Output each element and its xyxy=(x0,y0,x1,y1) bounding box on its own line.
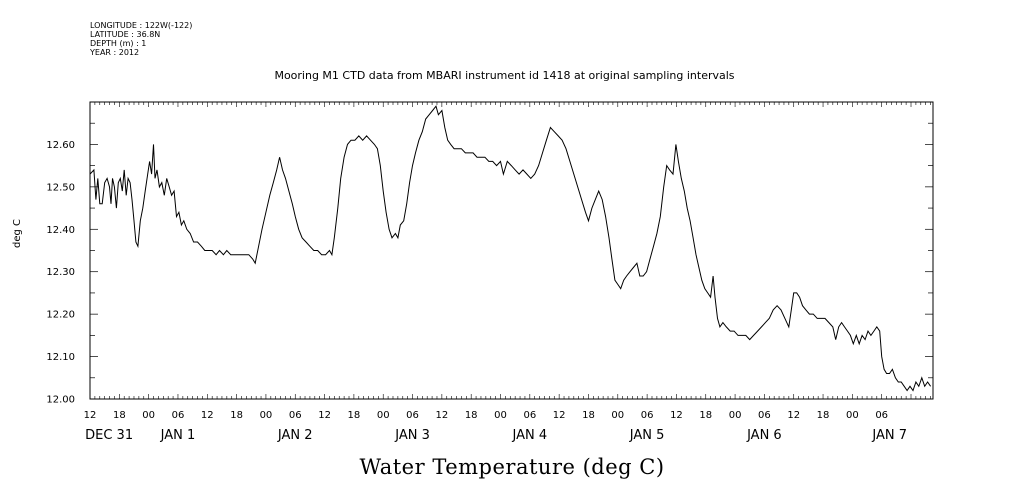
x-day-label: JAN 6 xyxy=(746,428,782,443)
x-day-label: JAN 7 xyxy=(871,428,907,443)
x-tick-label: 06 xyxy=(758,410,771,421)
x-tick-label: 12 xyxy=(435,410,448,421)
x-tick-label: 18 xyxy=(465,410,478,421)
x-tick-label: 00 xyxy=(611,410,624,421)
x-tick-label: 12 xyxy=(84,410,97,421)
x-tick-label: 12 xyxy=(201,410,214,421)
plot-frame xyxy=(89,101,934,400)
meta-year: YEAR : 2012 xyxy=(90,48,140,57)
x-tick-label: 06 xyxy=(289,410,302,421)
y-tick-label: 12.30 xyxy=(46,267,75,278)
x-tick-label: 06 xyxy=(641,410,654,421)
y-tick-label: 12.50 xyxy=(46,182,75,193)
x-day-label: JAN 2 xyxy=(277,428,313,443)
x-tick-label: 00 xyxy=(377,410,390,421)
x-day-label: JAN 5 xyxy=(629,428,665,443)
x-day-label: JAN 1 xyxy=(160,428,196,443)
x-tick-label: 18 xyxy=(582,410,595,421)
x-tick-label: 00 xyxy=(846,410,859,421)
x-tick-label: 18 xyxy=(699,410,712,421)
y-tick-label: 12.10 xyxy=(46,352,75,363)
x-tick-label: 00 xyxy=(729,410,742,421)
y-tick-label: 12.40 xyxy=(46,225,75,236)
x-tick-label: 06 xyxy=(406,410,419,421)
tick-labels: 12.00 12.10 12.20 12.30 12.40 12.50 12.60 12 18 0… xyxy=(46,140,907,443)
meta-longitude: LONGITUDE : 122W(-122) xyxy=(90,21,193,30)
chart-title: Mooring M1 CTD data from MBARI instrumen… xyxy=(274,69,735,82)
x-tick-label: 00 xyxy=(260,410,273,421)
x-tick-label: 12 xyxy=(670,410,683,421)
x-day-label: DEC 31 xyxy=(85,428,133,443)
chart-caption: Water Temperature (deg C) xyxy=(359,455,665,479)
x-day-label: JAN 4 xyxy=(512,428,548,443)
x-day-label: JAN 3 xyxy=(394,428,430,443)
x-tick-label: 18 xyxy=(817,410,830,421)
x-tick-label: 00 xyxy=(142,410,155,421)
x-tick-label: 18 xyxy=(230,410,243,421)
temperature-line xyxy=(89,105,932,392)
x-tick-label: 06 xyxy=(523,410,536,421)
y-tick-label: 12.60 xyxy=(46,140,75,151)
meta-latitude: LATITUDE : 36.8N xyxy=(90,30,161,39)
x-tick-label: 18 xyxy=(348,410,361,421)
axes xyxy=(89,101,934,400)
x-tick-label: 12 xyxy=(553,410,566,421)
metadata-block: LONGITUDE : 122W(-122) LATITUDE : 36.8N … xyxy=(90,21,192,57)
y-tick-label: 12.00 xyxy=(46,395,75,406)
x-tick-label: 00 xyxy=(494,410,507,421)
x-tick-label: 06 xyxy=(172,410,185,421)
x-tick-label: 06 xyxy=(875,410,888,421)
x-tick-label: 18 xyxy=(113,410,126,421)
x-tick-label: 12 xyxy=(318,410,331,421)
x-tick-label: 12 xyxy=(787,410,800,421)
meta-depth: DEPTH (m) : 1 xyxy=(90,39,147,48)
ticks xyxy=(89,101,933,400)
y-tick-label: 12.20 xyxy=(46,310,75,321)
